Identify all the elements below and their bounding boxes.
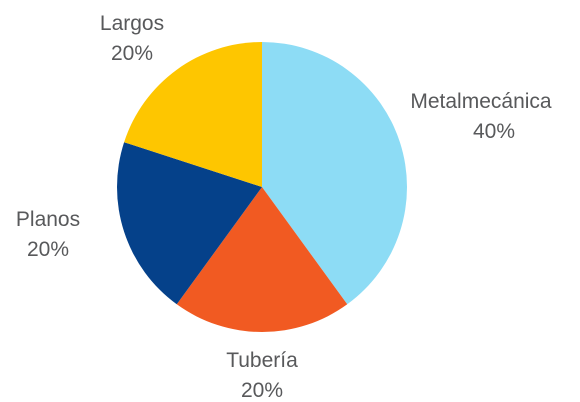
label-largos: Largos xyxy=(100,12,164,35)
value-label-metalmecanica: 40% xyxy=(473,120,515,143)
pie-slice-metalmecanica xyxy=(262,42,408,305)
value-label-largos: 20% xyxy=(111,42,153,65)
labels-layer: Metalmecánica 40% Tubería 20% Planos 20%… xyxy=(16,12,552,402)
pie-slice-planos xyxy=(117,142,262,305)
value-label-planos: 20% xyxy=(27,238,69,261)
label-planos: Planos xyxy=(16,208,80,231)
pie-slice-largos xyxy=(124,42,262,187)
pie-slice-tuberia xyxy=(176,187,348,333)
label-metalmecanica: Metalmecánica xyxy=(410,90,552,113)
value-label-tuberia: 20% xyxy=(241,379,283,402)
label-tuberia: Tubería xyxy=(226,349,298,372)
slices-layer xyxy=(117,42,408,333)
